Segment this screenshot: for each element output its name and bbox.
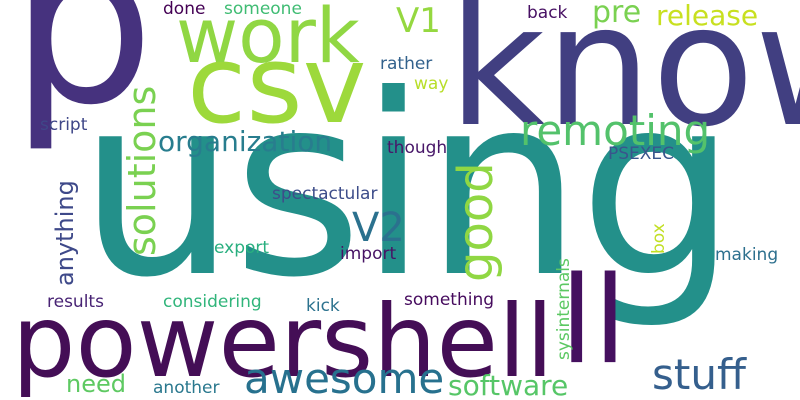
word-organization: organization: [158, 125, 333, 158]
word-done: done: [163, 0, 206, 19]
word-import: import: [340, 244, 397, 264]
word-box: box: [649, 223, 669, 254]
word-making: making: [715, 245, 779, 265]
word-pre: pre: [592, 0, 642, 30]
word-v1: V1: [396, 1, 441, 41]
word-know: know: [448, 0, 800, 164]
word-stuff: stuff: [652, 350, 746, 399]
word-release: release: [656, 0, 759, 32]
word-psexec: PSEXEC: [608, 144, 675, 164]
word-solutions: solutions: [120, 85, 164, 256]
word-results: results: [47, 292, 104, 312]
word-another: another: [153, 378, 220, 398]
word-using: using: [78, 41, 737, 332]
word-kick: kick: [306, 296, 340, 316]
word-remoting: remoting: [520, 106, 711, 155]
word-anything: anything: [51, 180, 79, 286]
word-need: need: [66, 370, 126, 398]
word-work: work: [176, 0, 360, 80]
word-good: good: [448, 162, 504, 282]
word-rather: rather: [380, 54, 433, 74]
word-ll: ll: [560, 252, 627, 391]
word-export: export: [214, 238, 270, 258]
word-someone: someone: [224, 0, 302, 19]
word-awesome: awesome: [244, 354, 445, 400]
word-back: back: [527, 3, 568, 23]
word-powershell: powershell: [12, 283, 554, 400]
word-csv: csv: [187, 23, 367, 148]
word-v2: V2: [352, 205, 405, 251]
word-way: way: [414, 74, 449, 94]
word-software: software: [448, 369, 569, 400]
word-though: though: [387, 138, 448, 158]
word-something: something: [404, 290, 495, 310]
word-spectactular: spectactular: [272, 184, 378, 204]
word-p: p: [10, 0, 155, 155]
word-considering: considering: [163, 292, 262, 312]
word-script: script: [40, 115, 88, 135]
word-sysinternals: sysinternals: [554, 258, 574, 360]
